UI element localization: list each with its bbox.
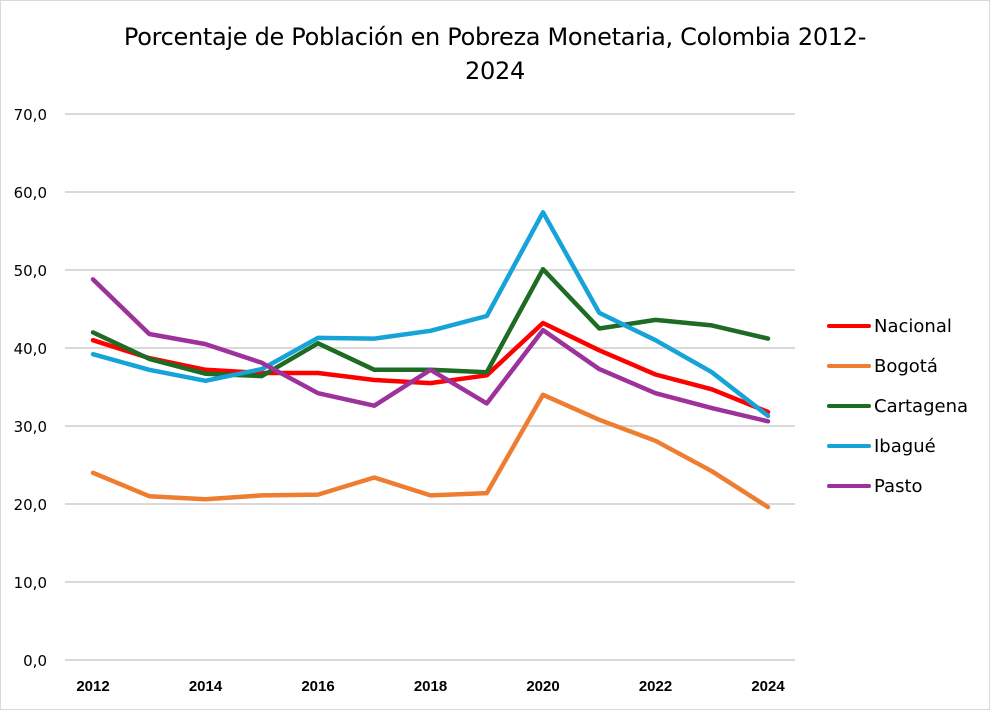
legend-label: Nacional bbox=[874, 315, 952, 337]
legend-label: Pasto bbox=[874, 475, 923, 497]
legend: Nacional Bogotá Cartagena Ibagué Pasto bbox=[827, 306, 968, 506]
legend-swatch bbox=[827, 484, 871, 488]
chart-title: Porcentaje de Población en Pobreza Monet… bbox=[100, 20, 890, 88]
legend-swatch bbox=[827, 404, 871, 408]
legend-item-cartagena: Cartagena bbox=[827, 386, 968, 426]
y-tick-label: 70,0 bbox=[14, 106, 47, 124]
legend-item-pasto: Pasto bbox=[827, 466, 968, 506]
legend-swatch bbox=[827, 324, 871, 328]
chart-title-line-1: Porcentaje de Población en Pobreza Monet… bbox=[123, 23, 867, 51]
series-lines bbox=[90, 210, 771, 510]
x-tick-label: 2020 bbox=[526, 678, 559, 695]
gridlines bbox=[65, 113, 795, 661]
series-line-nacional bbox=[90, 320, 771, 415]
x-axis-tick-labels: 2012 2014 2016 2018 2020 2022 2024 bbox=[76, 678, 785, 695]
series-line-cartagena bbox=[90, 266, 771, 379]
series-line-ibague bbox=[90, 210, 771, 419]
y-tick-label: 0,0 bbox=[23, 652, 47, 670]
x-tick-label: 2024 bbox=[751, 678, 785, 695]
legend-item-bogota: Bogotá bbox=[827, 346, 968, 386]
x-tick-label: 2014 bbox=[189, 678, 223, 695]
y-tick-label: 20,0 bbox=[14, 496, 47, 514]
x-tick-label: 2012 bbox=[76, 678, 109, 695]
y-tick-label: 50,0 bbox=[14, 262, 47, 280]
legend-item-ibague: Ibagué bbox=[827, 426, 968, 466]
legend-item-nacional: Nacional bbox=[827, 306, 968, 346]
y-tick-label: 60,0 bbox=[14, 184, 47, 202]
legend-swatch bbox=[827, 444, 871, 448]
series-line-bogota bbox=[90, 392, 771, 510]
y-tick-label: 10,0 bbox=[14, 574, 47, 592]
legend-label: Bogotá bbox=[874, 355, 938, 377]
x-tick-label: 2016 bbox=[301, 678, 334, 695]
legend-label: Ibagué bbox=[874, 435, 936, 457]
legend-label: Cartagena bbox=[874, 395, 969, 417]
y-axis-tick-labels: 0,0 10,0 20,0 30,0 40,0 50,0 60,0 70,0 bbox=[14, 106, 47, 670]
series-line-pasto bbox=[90, 277, 771, 424]
chart-title-line-2: 2024 bbox=[465, 57, 525, 85]
y-tick-label: 40,0 bbox=[14, 340, 47, 358]
x-tick-label: 2018 bbox=[414, 678, 447, 695]
y-tick-label: 30,0 bbox=[14, 418, 47, 436]
x-tick-label: 2022 bbox=[639, 678, 672, 695]
legend-swatch bbox=[827, 364, 871, 368]
